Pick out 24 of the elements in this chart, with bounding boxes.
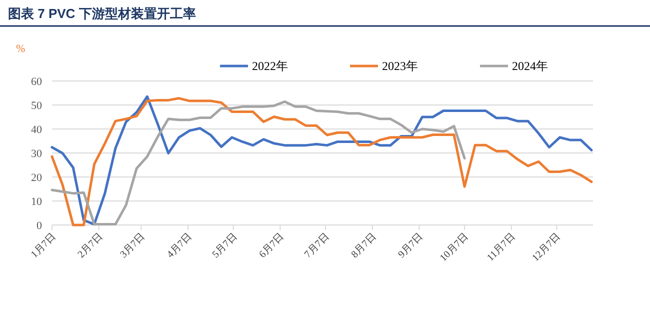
chart-title: 图表 7 PVC 下游型材装置开工率 (8, 6, 196, 21)
legend-label: 2022年 (252, 59, 288, 73)
x-tick-label: 7月7日 (302, 231, 332, 260)
y-tick-label: 30 (31, 148, 42, 160)
y-tick-label: 50 (31, 100, 42, 112)
y-tick-label: 40 (31, 124, 42, 136)
x-tick-label: 5月7日 (210, 231, 240, 260)
legend-label: 2023年 (382, 59, 418, 73)
x-tick-label: 11月7日 (485, 231, 518, 264)
x-tick-label: 9月7日 (396, 231, 426, 260)
x-tick-label: 6月7日 (257, 231, 286, 260)
x-tick-label: 3月7日 (118, 231, 148, 260)
y-tick-label: 60 (31, 76, 42, 88)
x-tick-label: 1月7日 (29, 231, 58, 260)
legend-label: 2024年 (512, 59, 548, 73)
y-tick-label: 10 (31, 196, 42, 208)
x-tick-label: 12月7日 (530, 231, 563, 264)
y-tick-label: 20 (31, 172, 42, 184)
x-tick-label: 10月7日 (438, 231, 471, 264)
y-tick-label: 0 (36, 220, 42, 232)
x-tick-label: 2月7日 (76, 231, 105, 260)
x-tick-label: 4月7日 (165, 231, 194, 260)
y-axis-title: % (16, 43, 26, 55)
x-tick-label: 8月7日 (350, 231, 378, 260)
